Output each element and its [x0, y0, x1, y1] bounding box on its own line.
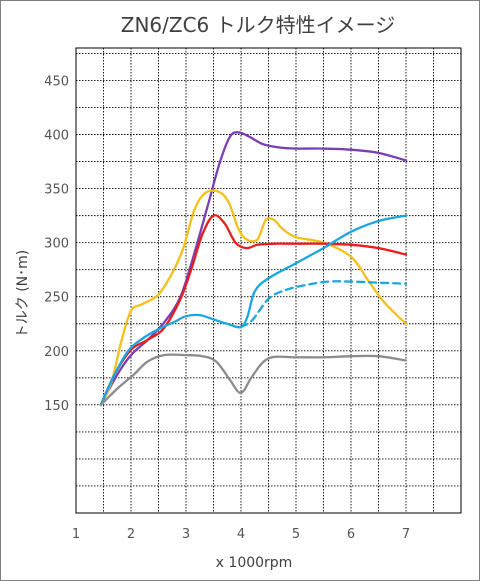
- y-tick-label: 350: [44, 183, 69, 198]
- plot-border: [75, 47, 462, 514]
- x-tick-label: 5: [292, 527, 300, 542]
- series-line-5: [239, 280, 408, 329]
- x-tick-label: 2: [127, 527, 135, 542]
- y-tick-label: 250: [44, 291, 69, 306]
- y-tick-label: 150: [44, 399, 69, 414]
- series-line-4: [99, 214, 408, 407]
- y-tick-label: 400: [44, 129, 69, 144]
- y-tick-label: 200: [44, 345, 69, 360]
- x-tick-label: 1: [72, 527, 80, 542]
- x-tick-label: 6: [347, 527, 355, 542]
- tick-labels: 1 2 3 4 5 6 7 150 200 250 300 350 400 450: [44, 74, 410, 542]
- series-line-3: [99, 214, 408, 407]
- series-lines: [99, 131, 408, 407]
- series-line-6: [99, 353, 408, 407]
- x-axis-label: x 1000rpm: [216, 555, 293, 571]
- grid: [75, 47, 462, 514]
- x-tick-label: 7: [402, 527, 410, 542]
- y-tick-label: 300: [44, 237, 69, 252]
- x-tick-label: 3: [182, 527, 190, 542]
- y-axis-label: トルク (N･m): [15, 250, 31, 338]
- y-tick-label: 450: [44, 74, 69, 89]
- x-tick-label: 4: [237, 527, 245, 542]
- chart-title: ZN6/ZC6 トルク特性イメージ: [121, 13, 395, 37]
